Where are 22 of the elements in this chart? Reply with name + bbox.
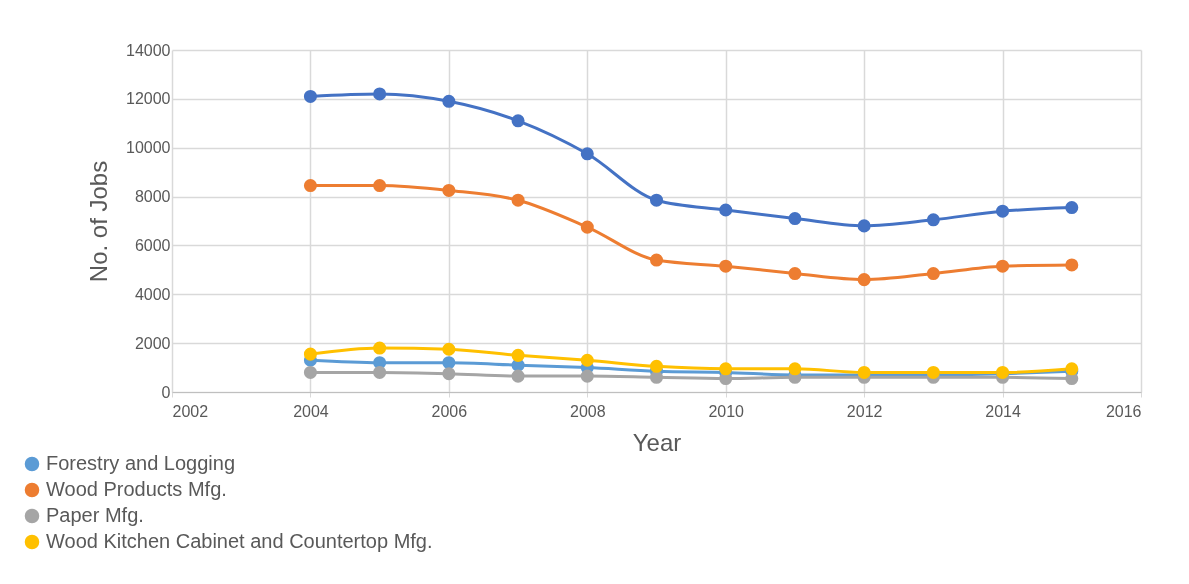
x-tick-label: 2016 — [1105, 402, 1142, 420]
x-tick-label: 2008 — [569, 402, 606, 420]
y-tick-label: 14000 — [126, 41, 171, 59]
x-axis-title: Year — [632, 428, 682, 456]
y-tick-label: 10000 — [126, 139, 171, 157]
y-tick-label: 2000 — [134, 334, 171, 352]
y-tick-label: 12000 — [126, 90, 171, 108]
y-tick-label: 6000 — [134, 236, 171, 254]
x-tick-label: 2006 — [431, 402, 468, 420]
x-tick-label: 2004 — [293, 402, 329, 420]
y-tick-label: 4000 — [134, 285, 171, 303]
x-tick-label: 2010 — [708, 402, 745, 420]
y-tick-label: 8000 — [134, 188, 171, 206]
x-tick-label: 2014 — [985, 402, 1021, 420]
y-axis-title: No. of Jobs — [85, 160, 113, 283]
legend-label: Forestry and Logging — [46, 452, 236, 474]
x-tick-label: 2002 — [172, 402, 209, 420]
legend-label: Wood Kitchen Cabinet and Countertop Mfg. — [46, 530, 433, 552]
y-tick-label: 0 — [161, 383, 171, 401]
legend-label: Paper Mfg. — [46, 504, 144, 526]
x-tick-label: 2012 — [846, 402, 883, 420]
legend-label: Wood Products Mfg. — [46, 478, 227, 500]
